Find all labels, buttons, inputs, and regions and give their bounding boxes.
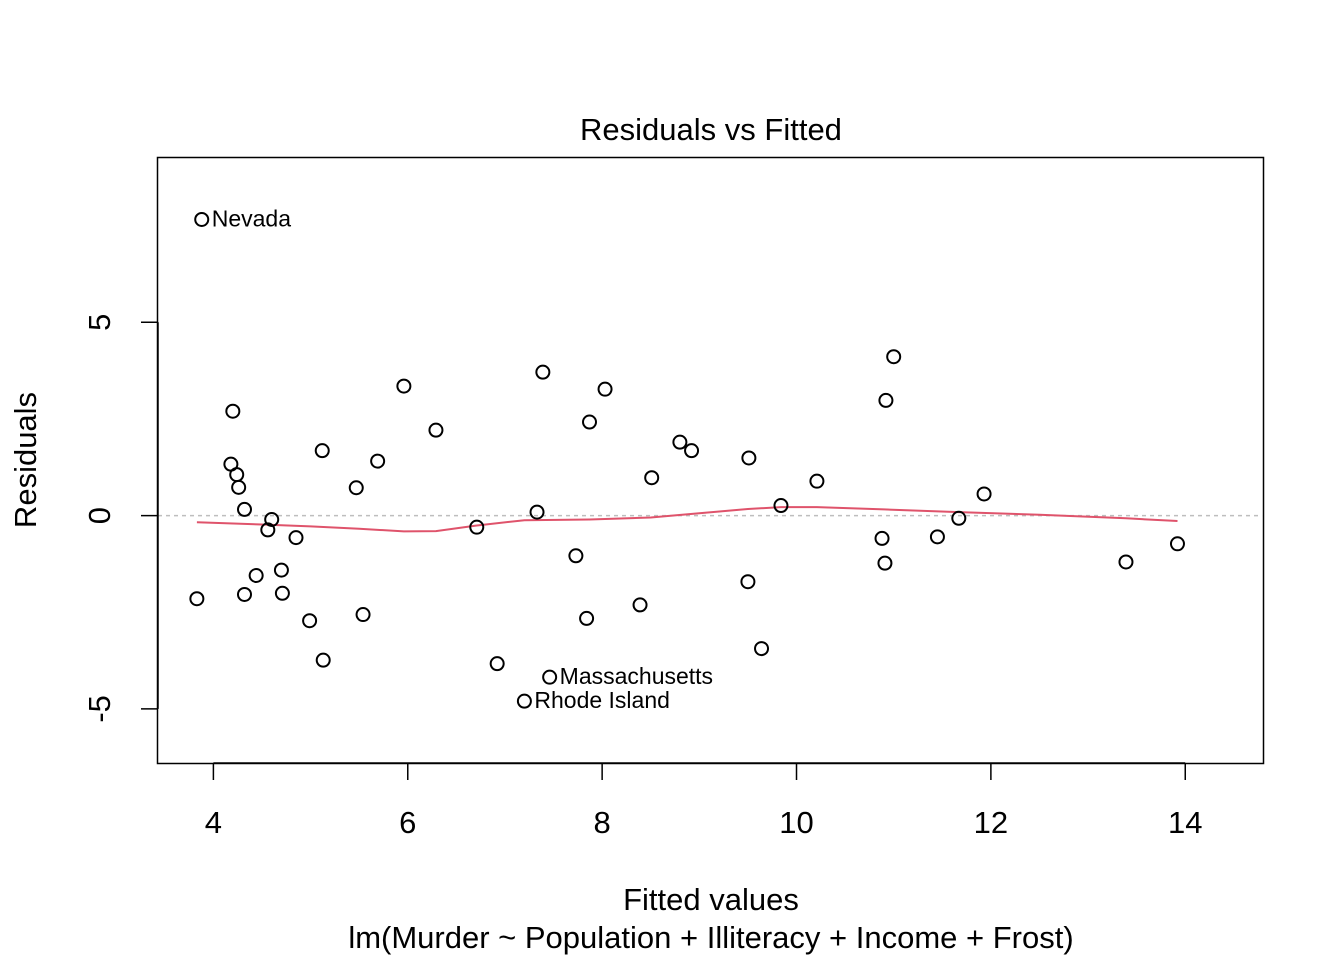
data-point — [878, 392, 894, 408]
model-formula-subtitle: lm(Murder ~ Population + Illiteracy + In… — [348, 920, 1073, 955]
data-point — [273, 562, 289, 578]
data-point — [741, 450, 757, 466]
x-axis: 4 6 8 10 12 14 — [205, 762, 1202, 840]
x-tick-label: 6 — [399, 805, 416, 840]
data-point — [568, 548, 584, 564]
data-point — [632, 597, 648, 613]
data-point — [644, 470, 660, 486]
data-point — [229, 467, 245, 483]
smoother-line — [196, 506, 1178, 533]
data-point — [684, 443, 700, 459]
data-point — [225, 403, 241, 419]
data-point — [929, 529, 945, 545]
data-point — [582, 414, 598, 430]
data-point — [597, 381, 613, 397]
data-point — [809, 473, 825, 489]
data-point — [754, 641, 770, 657]
data-point — [951, 510, 967, 526]
point-label: Nevada — [212, 205, 291, 231]
chart-title: Residuals vs Fitted — [580, 112, 842, 147]
data-point — [288, 530, 304, 546]
data-point — [370, 453, 386, 469]
x-tick-label: 4 — [205, 805, 222, 840]
data-point — [773, 498, 789, 514]
data-point — [535, 364, 551, 380]
data-point — [236, 586, 252, 602]
data-point — [348, 480, 364, 496]
data-point — [877, 555, 893, 571]
data-point — [874, 530, 890, 546]
data-point — [489, 656, 505, 672]
data-point — [428, 422, 444, 438]
data-point — [248, 568, 264, 584]
x-tick-label: 8 — [594, 805, 611, 840]
data-point — [314, 443, 330, 459]
data-point — [672, 434, 688, 450]
point-label: Massachusetts — [560, 663, 713, 689]
x-tick-label: 10 — [779, 805, 813, 840]
data-point — [886, 349, 902, 365]
data-point — [516, 693, 532, 709]
data-point — [264, 511, 280, 527]
data-point — [189, 591, 205, 607]
data-point — [194, 211, 210, 227]
data-point — [529, 504, 545, 520]
y-tick-label: -5 — [82, 695, 117, 723]
data-point — [542, 669, 558, 685]
y-axis-label: Residuals — [8, 392, 43, 528]
data-point — [315, 652, 331, 668]
scatter-points — [189, 211, 1185, 709]
data-point — [236, 501, 252, 517]
data-point — [740, 574, 756, 590]
y-tick-label: 5 — [82, 314, 117, 331]
data-point — [302, 613, 318, 629]
y-tick-label: 0 — [82, 507, 117, 524]
data-point — [469, 519, 485, 535]
data-point — [274, 585, 290, 601]
data-point — [1169, 536, 1185, 552]
y-axis: -5 0 5 — [82, 314, 159, 723]
data-point — [1118, 554, 1134, 570]
data-point — [976, 486, 992, 502]
x-tick-label: 12 — [974, 805, 1008, 840]
point-label: Rhode Island — [534, 687, 670, 713]
x-tick-label: 14 — [1168, 805, 1202, 840]
data-point — [231, 479, 247, 495]
data-point — [579, 610, 595, 626]
x-axis-label: Fitted values — [623, 882, 799, 917]
data-point — [396, 378, 412, 394]
data-point — [355, 607, 371, 623]
